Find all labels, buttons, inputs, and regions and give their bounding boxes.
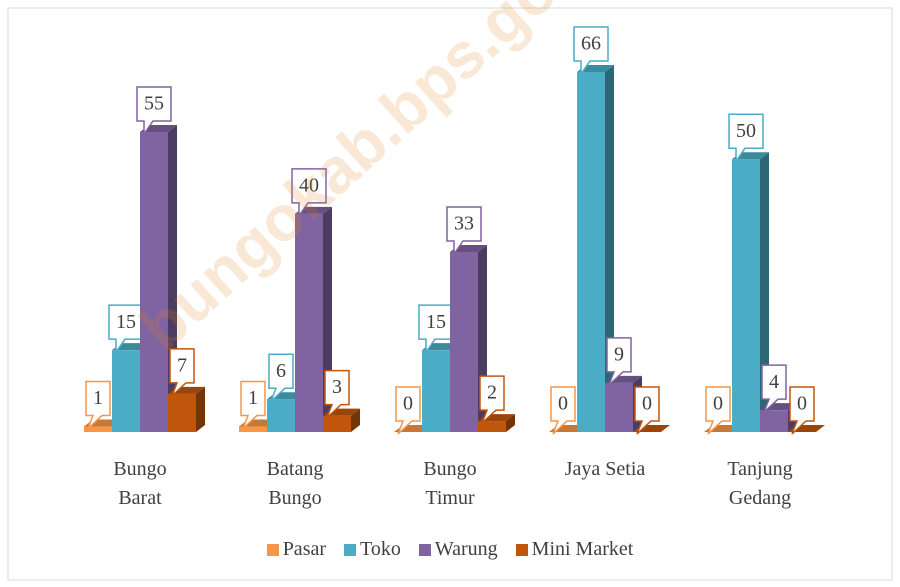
x-tick-label: Tanjung Gedang — [727, 458, 793, 509]
bar-side — [351, 408, 360, 432]
label-callout — [705, 386, 731, 435]
legend-swatch — [418, 543, 431, 556]
legend-item: Toko — [344, 538, 401, 561]
label-callout — [728, 113, 764, 164]
legend-label: Pasar — [282, 538, 327, 560]
bar-front — [422, 350, 450, 432]
label-callout — [395, 386, 421, 435]
label-callout — [169, 348, 195, 397]
data-label: 4 — [769, 371, 779, 393]
legend-swatch — [344, 543, 357, 556]
bar-front — [605, 382, 633, 432]
bar-front — [140, 132, 168, 432]
bar-front — [450, 252, 478, 432]
label-callout — [550, 386, 576, 435]
data-label: 0 — [797, 393, 807, 415]
bar-front — [84, 426, 112, 432]
legend-swatch — [266, 543, 279, 556]
bar-side — [196, 386, 205, 432]
x-tick-label: Jaya Setia — [564, 458, 646, 480]
label-callout — [789, 386, 815, 435]
legend-label: Toko — [360, 538, 401, 560]
bar-side — [506, 414, 515, 432]
legend-swatch — [515, 543, 528, 556]
data-label: 0 — [558, 393, 568, 415]
bar-front — [295, 213, 323, 432]
legend-label: Warung — [434, 538, 498, 560]
data-label: 15 — [116, 311, 136, 333]
data-label: 66 — [581, 33, 601, 55]
x-tick-label: Bungo Barat — [113, 458, 167, 509]
data-label: 1 — [248, 387, 258, 409]
label-callout — [268, 353, 294, 402]
x-tick-label: Bungo Timur — [423, 458, 477, 509]
data-label: 6 — [276, 360, 286, 382]
data-label: 50 — [736, 120, 756, 142]
bar-front — [168, 393, 196, 432]
legend-item: Warung — [418, 538, 498, 561]
data-label: 2 — [487, 382, 497, 404]
bar-side — [760, 152, 769, 433]
bar-front — [239, 426, 267, 432]
label-callout — [240, 380, 266, 430]
bar-front — [760, 410, 788, 432]
data-label: 40 — [299, 174, 319, 196]
bar-front — [732, 159, 760, 433]
label-callout — [606, 337, 632, 386]
label-callout — [85, 380, 111, 430]
bar-front — [478, 421, 506, 432]
bar-front — [267, 399, 295, 432]
label-callout — [479, 375, 505, 424]
data-label: 3 — [332, 376, 342, 398]
bar-front — [577, 72, 605, 432]
legend-item: Mini Market — [515, 538, 634, 561]
x-tick-label: Batang Bungo — [266, 458, 324, 509]
label-callout — [291, 168, 327, 219]
data-label: 9 — [614, 344, 624, 366]
label-callout — [634, 386, 660, 435]
data-label: 15 — [426, 311, 446, 333]
label-callout — [573, 26, 609, 77]
label-callout — [446, 206, 482, 257]
data-label: 1 — [93, 387, 103, 409]
data-label: 0 — [713, 393, 723, 415]
legend-label: Mini Market — [531, 538, 634, 560]
data-label: 0 — [642, 393, 652, 415]
data-label: 55 — [144, 93, 164, 115]
label-callout — [136, 86, 172, 137]
legend: Pasar Toko Warung Mini Market — [0, 538, 900, 561]
label-callout — [761, 364, 787, 413]
bar-front — [323, 415, 351, 432]
data-label: 7 — [177, 354, 187, 376]
data-label: 33 — [454, 213, 474, 235]
legend-item: Pasar — [266, 538, 327, 561]
label-callout — [324, 369, 350, 419]
data-label: 0 — [403, 393, 413, 415]
bar-front — [112, 350, 140, 432]
